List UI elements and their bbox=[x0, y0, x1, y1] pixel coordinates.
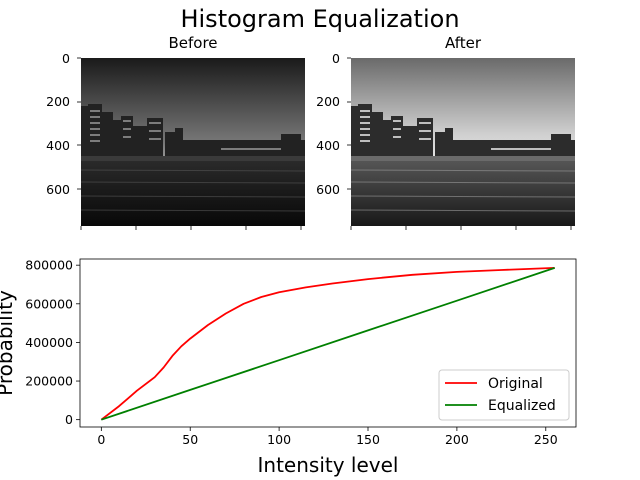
legend: Original Equalized bbox=[438, 369, 570, 421]
series-line-equalized bbox=[101, 267, 555, 421]
image-tick-marks bbox=[77, 57, 572, 230]
after-ytick-400: 400 bbox=[316, 138, 340, 153]
before-image bbox=[81, 58, 305, 226]
y-tick-label: 200000 bbox=[25, 374, 73, 389]
figure-title: Histogram Equalization bbox=[180, 5, 460, 33]
x-tick-label: 200 bbox=[445, 432, 469, 447]
before-ytick-200: 200 bbox=[46, 94, 70, 109]
y-tick-label: 600000 bbox=[25, 296, 73, 311]
series-line-original bbox=[100, 267, 555, 421]
x-axis-label: Intensity level bbox=[258, 453, 399, 477]
before-panel-title: Before bbox=[168, 34, 218, 52]
y-tick-label: 400000 bbox=[25, 335, 73, 350]
after-image bbox=[351, 58, 575, 226]
before-ytick-600: 600 bbox=[46, 182, 70, 197]
legend-label-equalized: Equalized bbox=[488, 398, 556, 414]
y-tick-label: 800000 bbox=[25, 258, 73, 273]
x-tick-label: 0 bbox=[97, 432, 105, 447]
y-axis-label: Probability bbox=[0, 290, 17, 396]
plot-frame bbox=[79, 258, 577, 428]
before-ytick-400: 400 bbox=[46, 138, 70, 153]
after-ytick-0: 0 bbox=[332, 51, 340, 66]
after-ytick-600: 600 bbox=[316, 182, 340, 197]
before-ytick-0: 0 bbox=[62, 51, 70, 66]
x-tick-label: 100 bbox=[267, 432, 291, 447]
x-tick-label: 150 bbox=[356, 432, 380, 447]
x-tick-label: 250 bbox=[534, 432, 558, 447]
x-tick-label: 50 bbox=[182, 432, 198, 447]
legend-label-original: Original bbox=[488, 376, 543, 392]
after-ytick-200: 200 bbox=[316, 94, 340, 109]
after-panel-title: After bbox=[444, 34, 482, 52]
y-tick-label: 0 bbox=[65, 412, 73, 427]
